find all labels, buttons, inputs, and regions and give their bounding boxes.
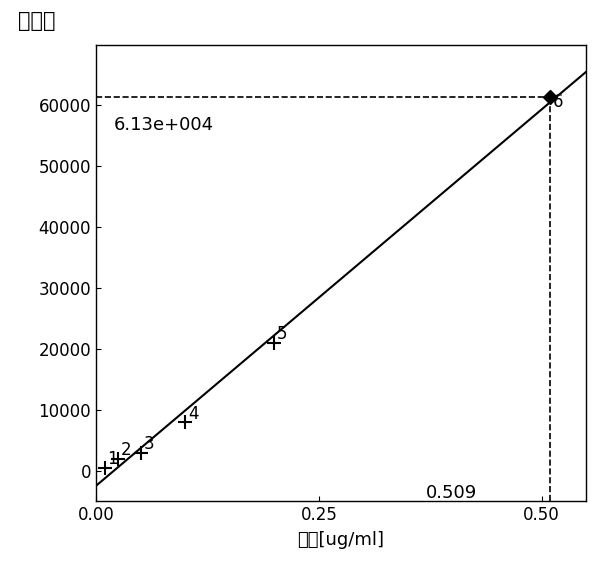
Text: 6: 6: [553, 93, 564, 111]
Text: 4: 4: [188, 405, 198, 422]
Text: 5: 5: [277, 325, 288, 343]
Text: 0.509: 0.509: [426, 484, 477, 502]
Text: 1: 1: [107, 450, 118, 468]
Text: 3: 3: [143, 435, 154, 453]
Text: 6.13e+004: 6.13e+004: [114, 116, 214, 134]
Text: 2: 2: [121, 441, 132, 459]
X-axis label: 含量[ug/ml]: 含量[ug/ml]: [297, 531, 385, 549]
Y-axis label: 峙面积: 峙面积: [18, 11, 56, 31]
